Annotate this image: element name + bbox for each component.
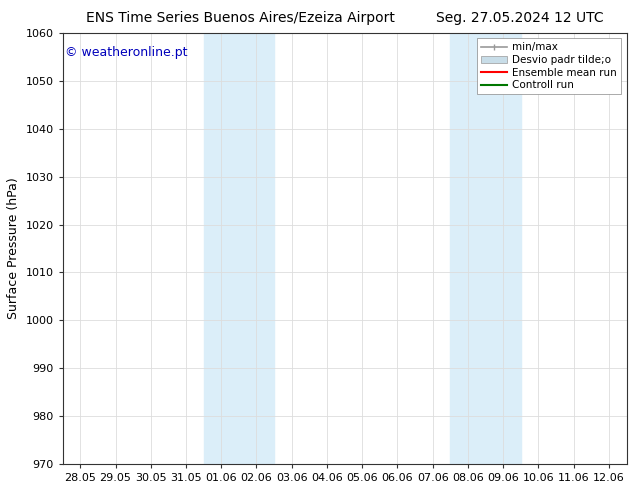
Text: © weatheronline.pt: © weatheronline.pt — [65, 46, 188, 59]
Bar — [450, 33, 521, 464]
Y-axis label: Surface Pressure (hPa): Surface Pressure (hPa) — [7, 178, 20, 319]
Legend: min/max, Desvio padr tilde;o, Ensemble mean run, Controll run: min/max, Desvio padr tilde;o, Ensemble m… — [477, 38, 621, 95]
Bar — [204, 33, 274, 464]
Text: ENS Time Series Buenos Aires/Ezeiza Airport: ENS Time Series Buenos Aires/Ezeiza Airp… — [86, 11, 396, 25]
Text: Seg. 27.05.2024 12 UTC: Seg. 27.05.2024 12 UTC — [436, 11, 604, 25]
